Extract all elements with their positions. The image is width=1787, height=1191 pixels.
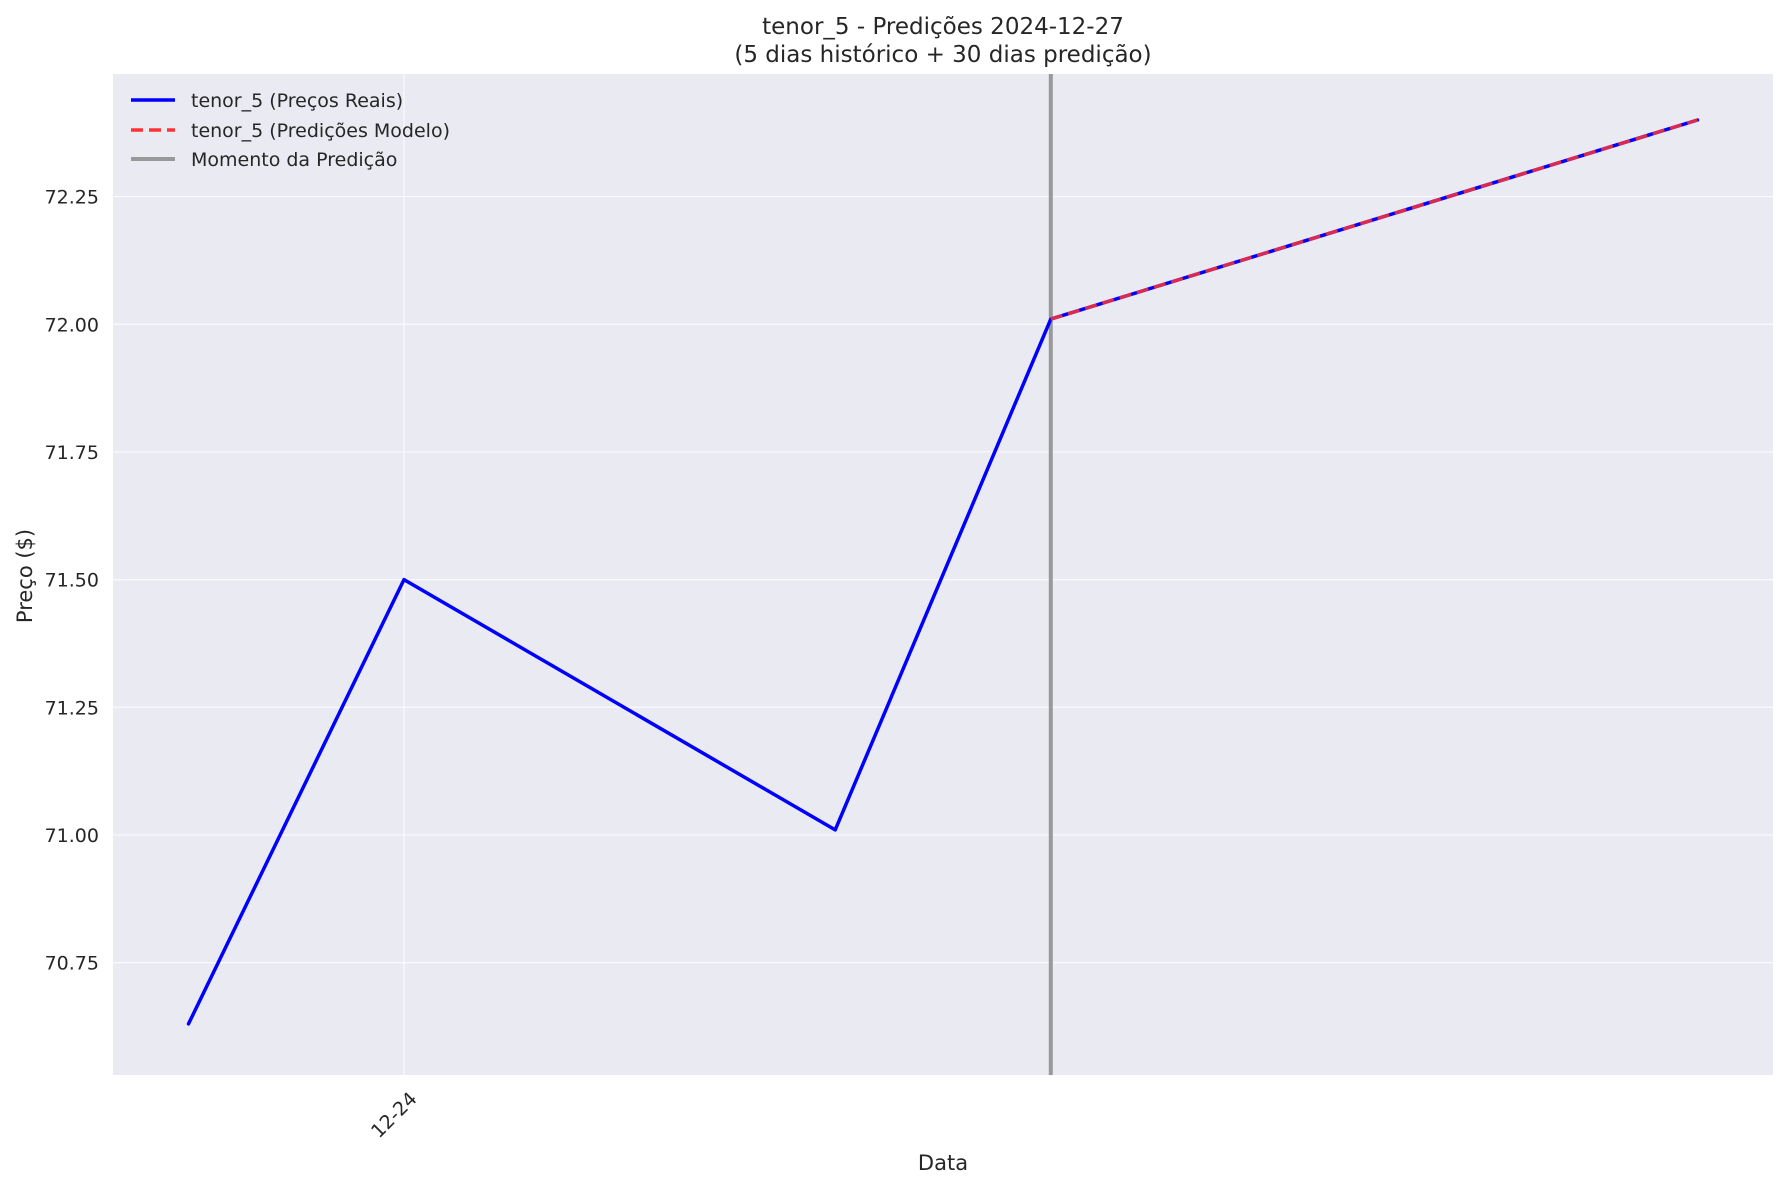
grid — [113, 74, 1773, 1075]
chart-subtitle: (5 dias histórico + 30 dias predição) — [734, 42, 1151, 68]
y-tick-label: 72.00 — [45, 314, 99, 336]
legend: tenor_5 (Preços Reais) tenor_5 (Prediçõe… — [131, 90, 450, 171]
legend-label-real: tenor_5 (Preços Reais) — [191, 90, 403, 112]
legend-item-prediction-moment: Momento da Predição — [131, 149, 397, 171]
y-tick-label: 71.50 — [45, 570, 99, 592]
y-tick-label: 70.75 — [45, 953, 99, 975]
series-layer — [186, 74, 1700, 1075]
legend-label-prediction-moment: Momento da Predição — [191, 149, 397, 171]
chart-title: tenor_5 - Predições 2024-12-27 — [762, 14, 1124, 40]
y-tick-label: 71.00 — [45, 825, 99, 847]
legend-item-predicted: tenor_5 (Predições Modelo) — [131, 120, 450, 142]
series-predicted-line — [1050, 118, 1699, 321]
y-axis-label: Preço ($) — [13, 529, 37, 623]
legend-label-predicted: tenor_5 (Predições Modelo) — [191, 120, 450, 142]
y-tick-label: 72.25 — [45, 187, 99, 209]
y-tick-label: 71.25 — [45, 697, 99, 719]
legend-item-real: tenor_5 (Preços Reais) — [131, 90, 403, 112]
x-axis-label: Data — [918, 1151, 968, 1175]
y-tick-label: 71.75 — [45, 442, 99, 464]
